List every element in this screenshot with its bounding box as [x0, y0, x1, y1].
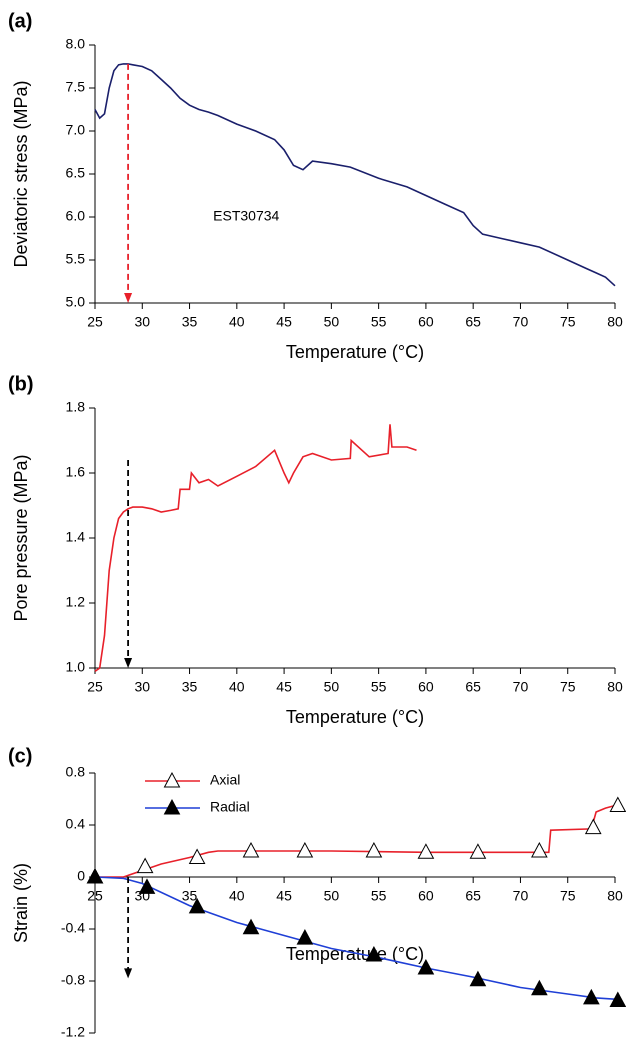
y-axis-label: Deviatoric stress (MPa) [11, 80, 31, 267]
x-tick-label: 60 [418, 679, 434, 695]
x-tick-label: 30 [134, 314, 150, 330]
data-marker [242, 841, 260, 858]
data-line [94, 876, 616, 1000]
data-marker [531, 841, 548, 858]
y-tick-label: -0.4 [61, 920, 85, 936]
y-tick-label: 6.0 [66, 208, 86, 224]
x-axis-label: Temperature (°C) [286, 342, 424, 362]
data-marker [188, 897, 206, 914]
data-marker [417, 958, 435, 975]
x-tick-label: 25 [87, 679, 103, 695]
x-tick-label: 70 [513, 679, 529, 695]
x-tick-label: 80 [607, 888, 623, 904]
y-axis-label: Strain (%) [11, 863, 31, 943]
legend-label: Axial [210, 772, 240, 788]
x-tick-label: 75 [560, 888, 576, 904]
y-tick-label: 1.6 [66, 464, 86, 480]
y-tick-label: 7.0 [66, 122, 86, 138]
annotation: EST30734 [213, 208, 279, 224]
data-line [94, 63, 616, 287]
panel-label: (c) [8, 745, 32, 767]
x-tick-label: 70 [513, 888, 529, 904]
data-marker [584, 818, 602, 835]
data-marker [531, 979, 548, 996]
data-marker [609, 991, 626, 1007]
x-tick-label: 75 [560, 314, 576, 330]
y-tick-label: 0.8 [66, 764, 86, 780]
y-tick-label: 5.5 [66, 251, 86, 267]
data-line [95, 804, 616, 878]
arrow-head [124, 293, 133, 303]
data-line [94, 424, 417, 672]
x-tick-label: 40 [229, 314, 245, 330]
x-tick-label: 60 [418, 314, 434, 330]
x-tick-label: 30 [134, 679, 150, 695]
x-axis-label: Temperature (°C) [286, 707, 424, 727]
x-tick-label: 45 [276, 888, 292, 904]
x-tick-label: 80 [607, 679, 623, 695]
data-marker [583, 988, 600, 1005]
legend-marker [163, 771, 181, 788]
data-marker [242, 918, 260, 935]
x-tick-label: 55 [371, 679, 387, 695]
y-axis-label: Pore pressure (MPa) [11, 454, 31, 621]
x-tick-label: 50 [324, 314, 340, 330]
legend-marker [163, 798, 181, 815]
x-tick-label: 35 [182, 888, 198, 904]
data-marker [365, 945, 383, 962]
y-tick-label: 8.0 [66, 36, 86, 52]
data-marker [86, 867, 104, 884]
panel-label: (a) [8, 10, 32, 32]
x-tick-label: 45 [276, 314, 292, 330]
x-tick-label: 70 [513, 314, 529, 330]
x-tick-label: 35 [182, 314, 198, 330]
y-tick-label: 5.0 [66, 294, 86, 310]
legend-label: Radial [210, 799, 250, 815]
x-tick-label: 50 [324, 679, 340, 695]
x-tick-label: 50 [324, 888, 340, 904]
x-tick-label: 35 [182, 679, 198, 695]
data-marker [417, 843, 435, 859]
x-tick-label: 60 [418, 888, 434, 904]
arrow-head [124, 968, 133, 979]
y-tick-label: 1.2 [66, 594, 86, 610]
arrow-head [124, 658, 133, 668]
data-marker [136, 857, 154, 874]
x-tick-label: 25 [87, 888, 103, 904]
y-tick-label: 1.0 [66, 659, 86, 675]
x-tick-label: 40 [229, 888, 245, 904]
x-tick-label: 45 [276, 679, 292, 695]
x-tick-label: 55 [371, 314, 387, 330]
x-tick-label: 75 [560, 679, 576, 695]
x-tick-label: 65 [465, 679, 481, 695]
data-marker [138, 878, 156, 894]
data-marker [365, 841, 383, 858]
data-marker [188, 848, 206, 864]
data-marker [469, 843, 487, 859]
x-tick-label: 65 [465, 888, 481, 904]
x-tick-label: 80 [607, 314, 623, 330]
panel-label: (b) [8, 373, 34, 395]
y-tick-label: -0.8 [61, 972, 85, 988]
data-marker [296, 929, 314, 945]
data-marker [469, 970, 487, 987]
y-tick-label: 7.5 [66, 79, 86, 95]
data-marker [296, 841, 314, 858]
y-tick-label: 1.4 [66, 529, 86, 545]
y-tick-label: 6.5 [66, 165, 86, 181]
x-tick-label: 55 [371, 888, 387, 904]
y-tick-label: 0 [77, 868, 85, 884]
x-tick-label: 40 [229, 679, 245, 695]
x-tick-label: 65 [465, 314, 481, 330]
data-marker [609, 796, 626, 812]
x-tick-label: 25 [87, 314, 103, 330]
y-tick-label: 1.8 [66, 399, 86, 415]
y-tick-label: 0.4 [66, 816, 86, 832]
y-tick-label: -1.2 [61, 1024, 85, 1040]
